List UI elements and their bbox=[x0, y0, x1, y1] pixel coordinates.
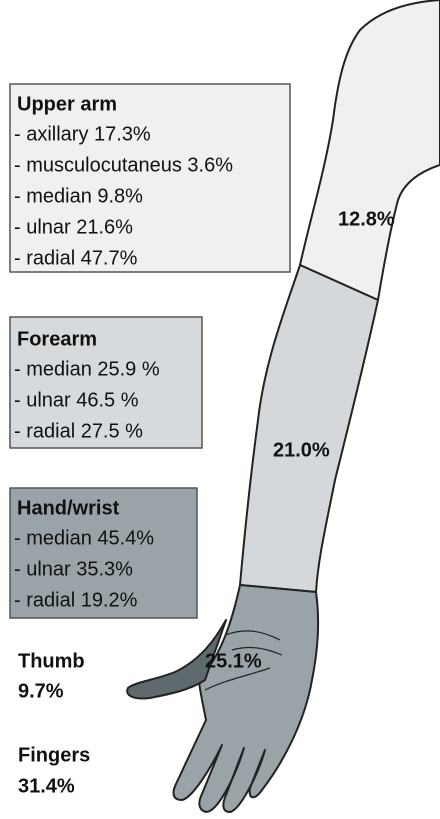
region-label: 25.1% bbox=[205, 650, 262, 672]
callout-label: Thumb bbox=[18, 650, 85, 672]
box-item: - ulnar 46.5 % bbox=[14, 389, 139, 411]
hand-region bbox=[174, 585, 319, 812]
box-item: - axillary 17.3% bbox=[14, 123, 151, 145]
box-item: - radial 47.7% bbox=[14, 247, 138, 269]
box-item: - ulnar 21.6% bbox=[14, 216, 133, 238]
box-item: - musculocutaneus 3.6% bbox=[14, 154, 233, 176]
box-title: Upper arm bbox=[17, 93, 117, 115]
diagram: Upper arm - axillary 17.3% - musculocutane… bbox=[0, 0, 440, 819]
region-label: 12.8% bbox=[338, 208, 395, 230]
callout-label: Fingers bbox=[18, 744, 90, 766]
box-title: Forearm bbox=[17, 328, 97, 350]
box-title: Hand/wrist bbox=[17, 497, 120, 519]
box-item: - median 45.4% bbox=[14, 527, 154, 549]
box-item: - ulnar 35.3% bbox=[14, 558, 133, 580]
callout-value: 31.4% bbox=[18, 775, 75, 797]
upper-arm-region bbox=[300, 0, 440, 300]
region-label: 21.0% bbox=[273, 439, 330, 461]
callout-value: 9.7% bbox=[18, 680, 64, 702]
box-item: - median 9.8% bbox=[14, 185, 143, 207]
box-item: - radial 27.5 % bbox=[14, 420, 143, 442]
forearm-region bbox=[240, 265, 378, 592]
box-item: - median 25.9 % bbox=[14, 358, 160, 380]
box-item: - radial 19.2% bbox=[14, 589, 138, 611]
